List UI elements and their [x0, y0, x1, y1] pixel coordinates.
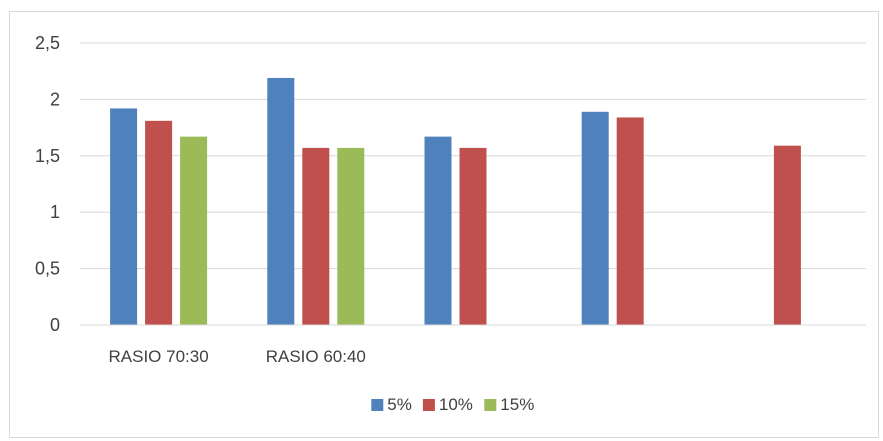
bar: [145, 120, 173, 325]
bar: [337, 147, 365, 325]
legend-label: 10%: [439, 395, 473, 414]
bar: [424, 136, 452, 325]
y-tick-label: 1,5: [35, 146, 60, 166]
bar: [616, 117, 644, 325]
bar: [267, 77, 295, 325]
bar: [581, 111, 609, 325]
y-tick-label: 0,5: [35, 259, 60, 279]
legend-label: 5%: [387, 395, 412, 414]
y-tick-label: 2: [50, 89, 60, 109]
bar: [302, 147, 330, 325]
y-tick-label: 1: [50, 202, 60, 222]
x-category-label: RASIO 70:30: [109, 347, 209, 366]
y-axis-tick-labels: 0 0,5 1 1,5 2 2,5: [35, 33, 60, 335]
bar: [773, 145, 801, 325]
legend-swatch: [371, 399, 384, 411]
bar: [180, 136, 208, 325]
legend: 5% 10% 15%: [371, 395, 534, 414]
y-tick-label: 2,5: [35, 33, 60, 53]
bar: [110, 108, 138, 325]
legend-swatch: [484, 399, 497, 411]
y-tick-label: 0: [50, 315, 60, 335]
legend-swatch: [422, 399, 435, 411]
legend-label: 15%: [500, 395, 534, 414]
x-axis-category-labels: RASIO 70:30 RASIO 60:40: [109, 347, 366, 366]
bars: [110, 77, 801, 325]
bar: [459, 147, 487, 325]
x-category-label: RASIO 60:40: [266, 347, 366, 366]
